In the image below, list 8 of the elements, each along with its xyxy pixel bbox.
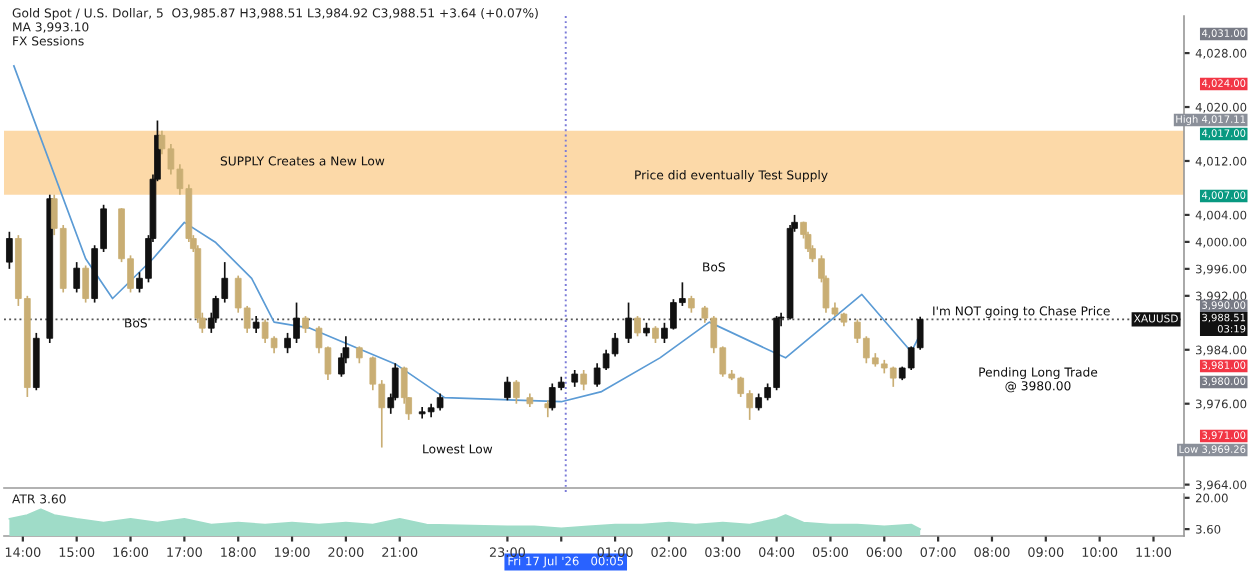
candlestick [6, 230, 13, 270]
candlestick [580, 369, 588, 392]
candlestick [504, 375, 511, 402]
candlestick [513, 379, 520, 405]
candlestick [82, 264, 89, 304]
candlestick [634, 315, 641, 338]
candlestick [73, 261, 81, 294]
candlestick [625, 301, 632, 344]
